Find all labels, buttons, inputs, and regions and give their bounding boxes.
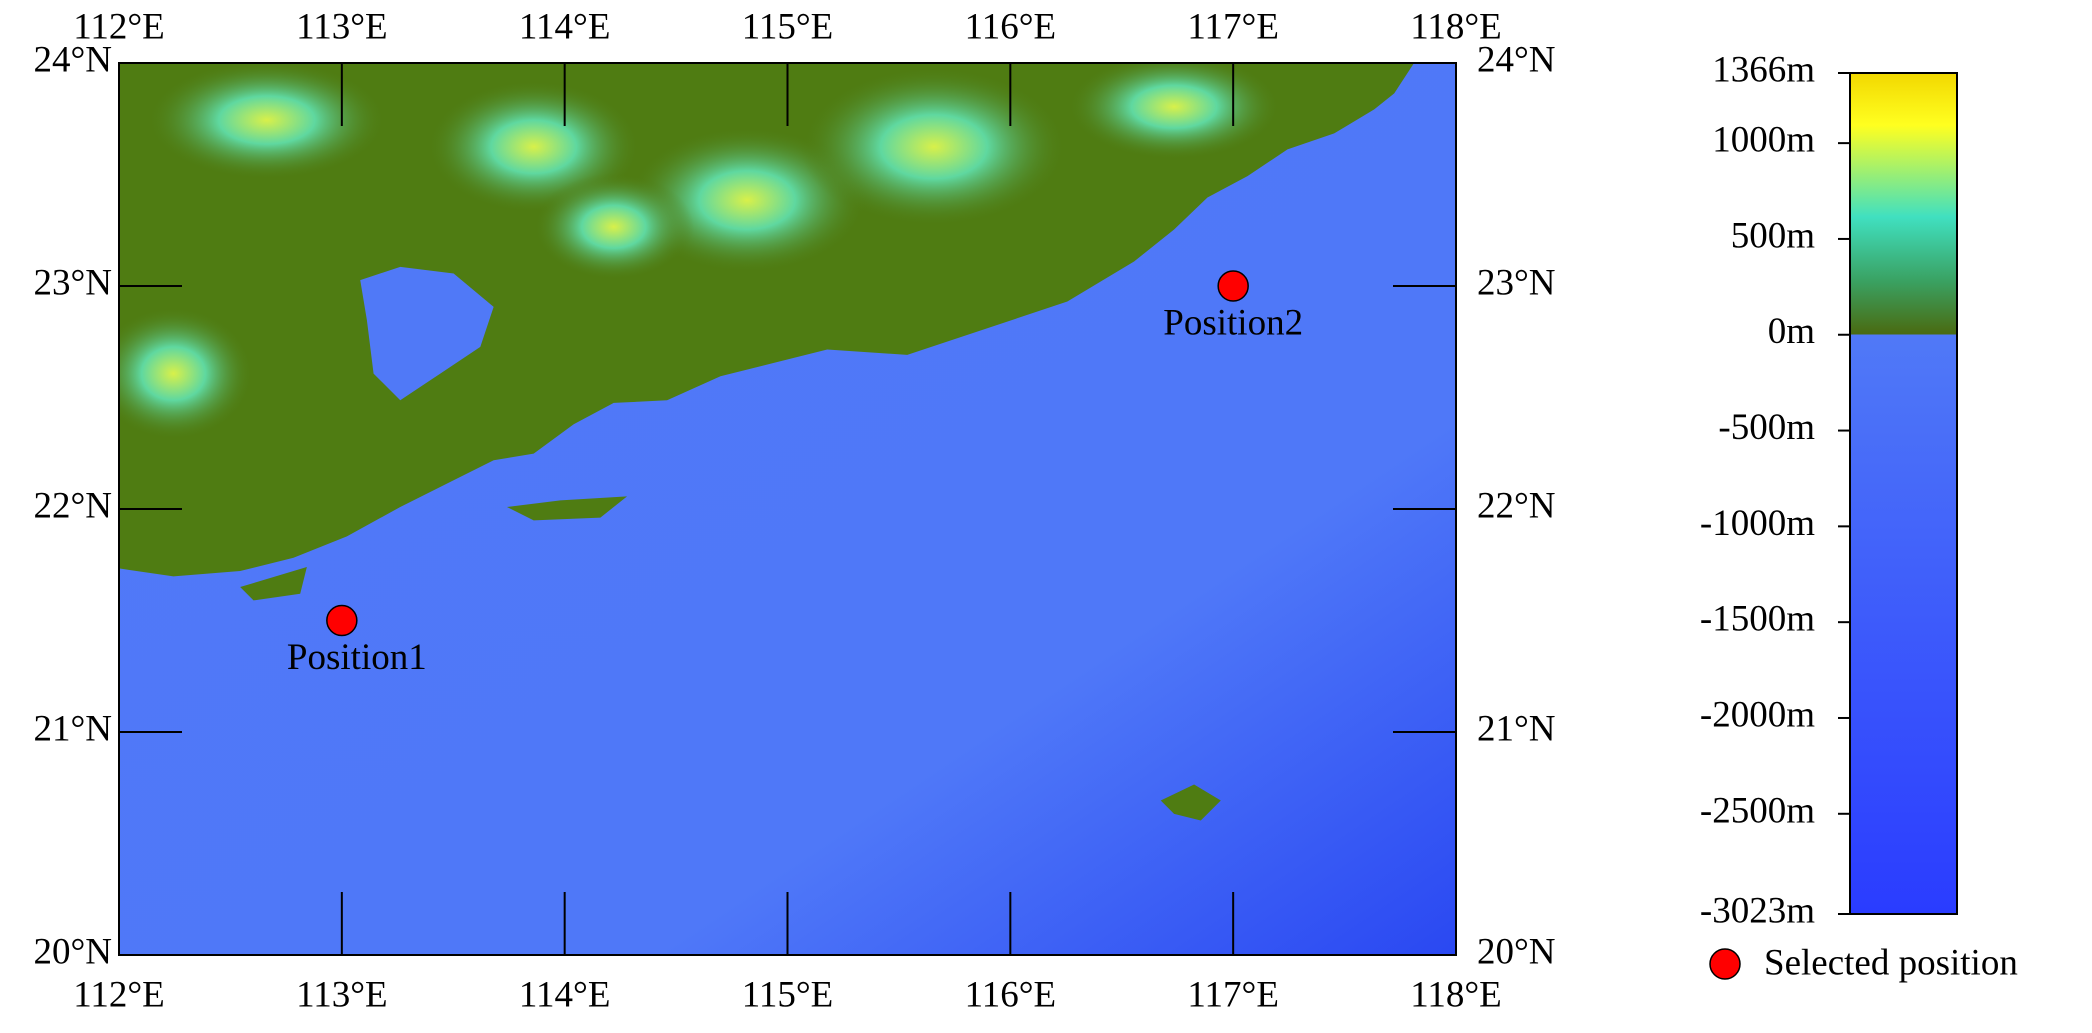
legend-marker [1709, 948, 1741, 980]
colorbar-label: -1500m [1700, 599, 1815, 640]
lat-label-left: 21°N [33, 708, 112, 749]
lon-label-bottom: 116°E [965, 974, 1057, 1015]
lon-label-top: 113°E [296, 6, 388, 47]
map-area [119, 63, 1456, 955]
position-label: Position2 [1163, 302, 1303, 343]
colorbar-label: -2500m [1700, 790, 1815, 831]
lon-label-top: 112°E [73, 6, 165, 47]
lon-label-bottom: 118°E [1410, 974, 1502, 1015]
land [119, 63, 1415, 821]
lon-label-bottom: 113°E [296, 974, 388, 1015]
lon-label-top: 118°E [1410, 6, 1502, 47]
lat-label-right: 21°N [1477, 708, 1556, 749]
position-marker [326, 604, 358, 637]
position-label: Position1 [287, 637, 427, 678]
colorbar-label: -3023m [1700, 890, 1815, 931]
colorbar-label: -2000m [1700, 694, 1815, 735]
lat-label-right: 20°N [1477, 931, 1556, 972]
lat-label-right: 24°N [1477, 39, 1556, 80]
lat-label-left: 20°N [33, 931, 112, 972]
legend-label: Selected position [1764, 942, 2018, 983]
lon-label-top: 115°E [742, 6, 834, 47]
colorbar-label: -500m [1718, 407, 1815, 448]
lon-label-bottom: 115°E [742, 974, 834, 1015]
lat-label-left: 24°N [33, 39, 112, 80]
lat-label-left: 22°N [33, 485, 112, 526]
colorbar-label: 1000m [1712, 120, 1815, 161]
lon-label-top: 114°E [519, 6, 611, 47]
colorbar-label: -1000m [1700, 503, 1815, 544]
colorbar-label: 1366m [1712, 49, 1815, 90]
colorbar-label: 500m [1731, 215, 1816, 256]
lon-label-bottom: 117°E [1187, 974, 1279, 1015]
lon-label-top: 117°E [1187, 6, 1279, 47]
lat-label-left: 23°N [33, 262, 112, 303]
colorbar-label: 0m [1768, 311, 1816, 352]
lon-label-top: 116°E [965, 6, 1057, 47]
lon-label-bottom: 112°E [73, 974, 165, 1015]
lat-label-right: 22°N [1477, 485, 1556, 526]
lat-label-right: 23°N [1477, 262, 1556, 303]
lon-label-bottom: 114°E [519, 974, 611, 1015]
colorbar [1849, 72, 1958, 915]
position-marker [1217, 270, 1249, 302]
